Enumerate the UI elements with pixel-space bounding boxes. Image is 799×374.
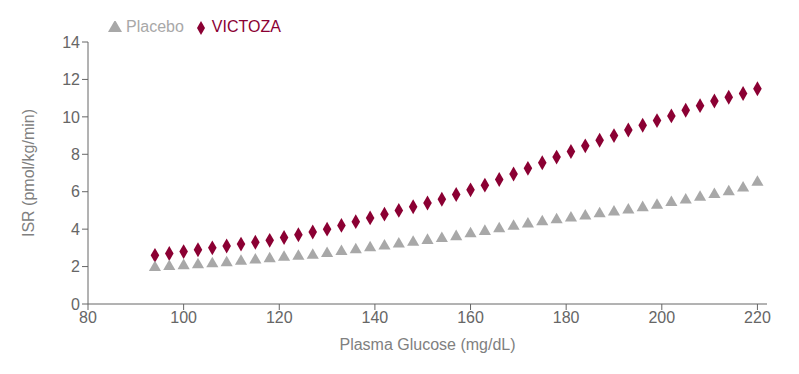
svg-text:12: 12	[62, 71, 80, 88]
svg-text:180: 180	[553, 309, 580, 326]
svg-text:6: 6	[71, 183, 80, 200]
svg-text:4: 4	[71, 221, 80, 238]
svg-text:220: 220	[744, 309, 771, 326]
svg-text:140: 140	[362, 309, 389, 326]
svg-text:160: 160	[457, 309, 484, 326]
html-text:Placebo: Placebo	[126, 18, 184, 35]
svg-text:0: 0	[71, 296, 80, 313]
svg-text:120: 120	[266, 309, 293, 326]
svg-text:ISR (pmol/kg/min): ISR (pmol/kg/min)	[20, 109, 37, 237]
svg-text:Plasma Glucose (mg/dL): Plasma Glucose (mg/dL)	[339, 336, 515, 353]
svg-text:8: 8	[71, 146, 80, 163]
svg-text:14: 14	[62, 34, 80, 51]
svg-text:80: 80	[79, 309, 97, 326]
svg-text:2: 2	[71, 258, 80, 275]
svg-text:100: 100	[170, 309, 197, 326]
svg-text:200: 200	[648, 309, 675, 326]
svg-text:10: 10	[62, 109, 80, 126]
html-text:VICTOZA: VICTOZA	[211, 18, 281, 35]
